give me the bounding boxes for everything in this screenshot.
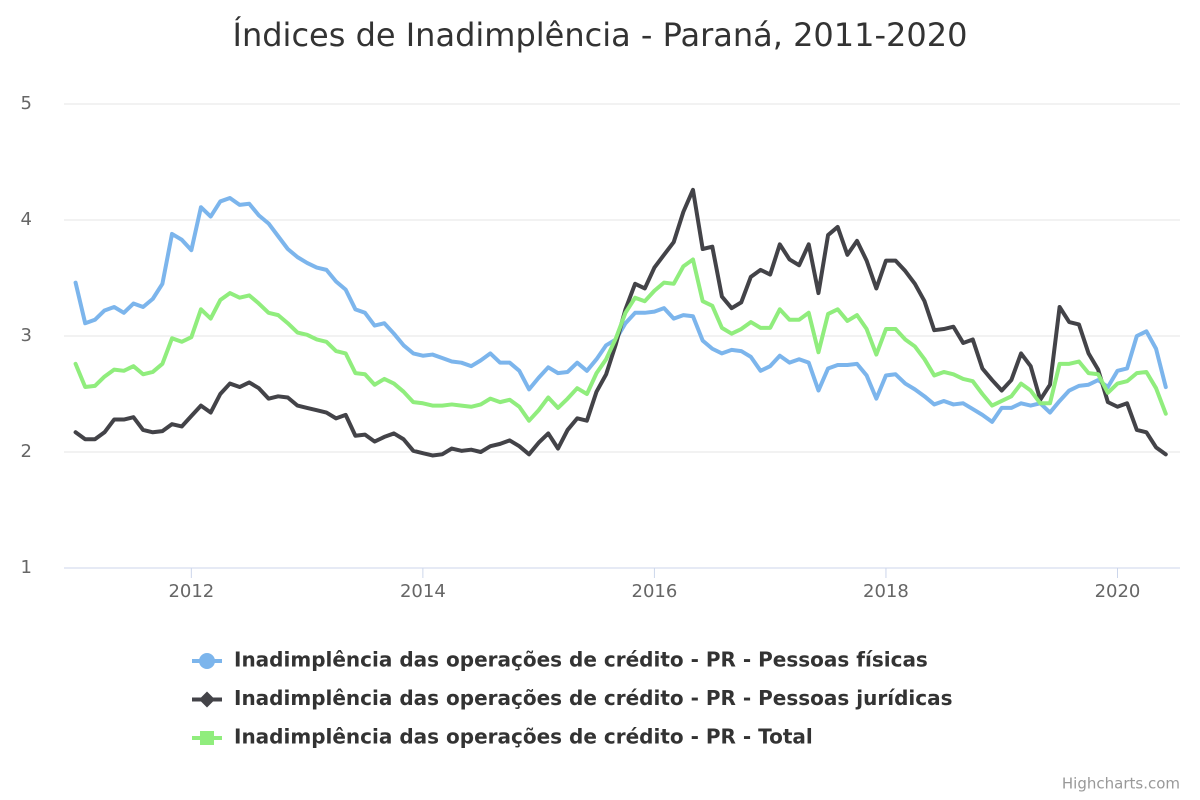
legend-marker [199, 653, 215, 669]
legend-label[interactable]: Inadimplência das operações de crédito -… [234, 686, 953, 710]
legend-marker [199, 691, 215, 708]
y-tick-label: 1 [21, 557, 32, 578]
y-tick-label: 5 [21, 93, 32, 114]
legend-label[interactable]: Inadimplência das operações de crédito -… [234, 648, 928, 672]
y-tick-label: 4 [21, 209, 32, 230]
series-line [73, 257, 1168, 423]
x-tick-label: 2012 [168, 581, 214, 602]
y-tick-label: 3 [21, 325, 32, 346]
credits[interactable]: Highcharts.com [1062, 775, 1180, 793]
x-tick-label: 2020 [1095, 581, 1141, 602]
x-tick-label: 2018 [863, 581, 909, 602]
x-tick-label: 2016 [632, 581, 678, 602]
legend-label[interactable]: Inadimplência das operações de crédito -… [234, 725, 813, 749]
y-tick-label: 2 [21, 441, 32, 462]
chart-title: Índices de Inadimplência - Paraná, 2011-… [233, 16, 968, 54]
x-tick-label: 2014 [400, 581, 446, 602]
legend-marker [200, 731, 214, 745]
